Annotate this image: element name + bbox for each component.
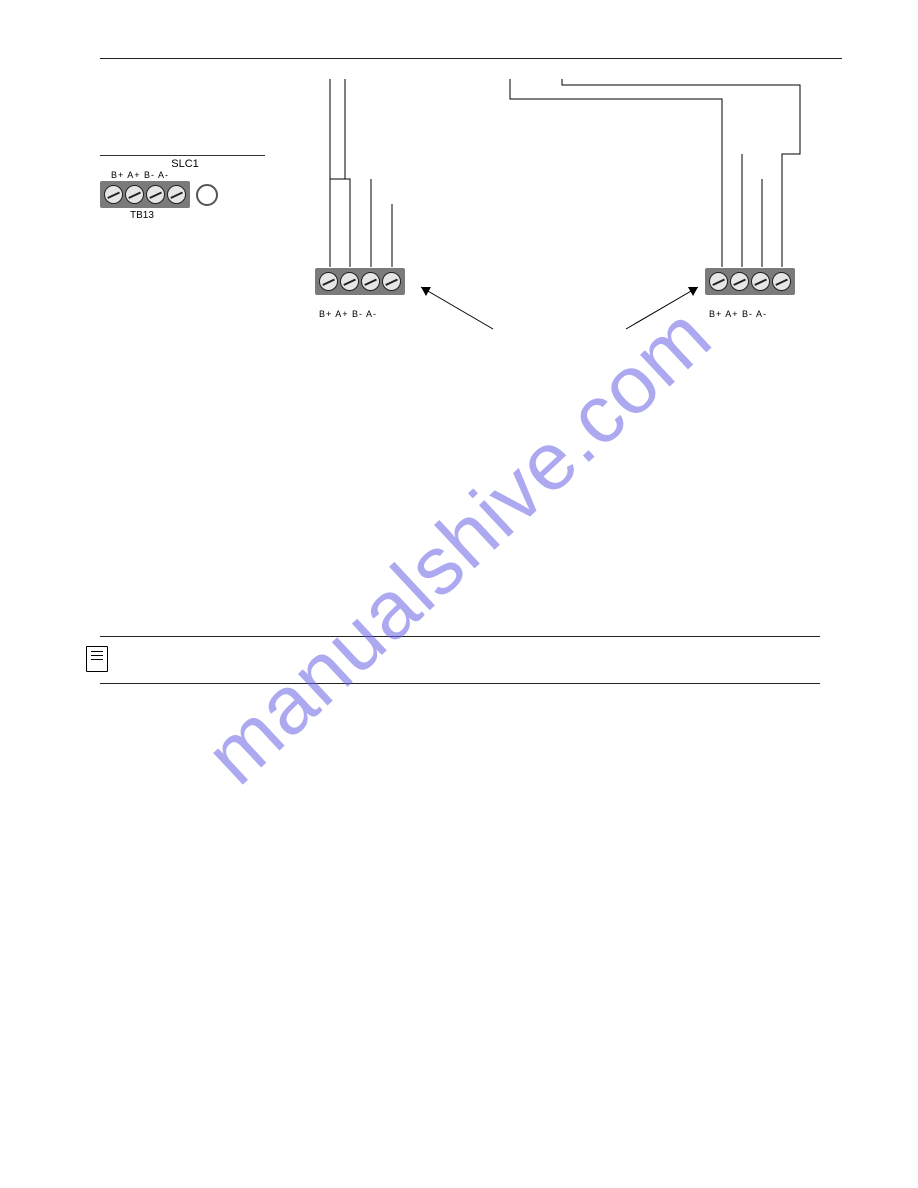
ring-icon (196, 184, 218, 206)
diagram-row: SLC1 B+ A+ B- A- TB13 (100, 79, 842, 359)
right-wires (490, 79, 820, 274)
screw-icon (104, 185, 123, 204)
middle-diagram: B+ A+ B- A- (315, 79, 485, 359)
note-block (100, 636, 820, 684)
note-rule-bottom (100, 683, 820, 684)
screw-icon (709, 272, 728, 291)
middle-pin-labels: B+ A+ B- A- (319, 309, 377, 319)
screw-icon (125, 185, 144, 204)
right-diagram: B+ A+ B- A- (490, 79, 820, 359)
note-icon (86, 646, 108, 672)
left-terminal-block (100, 181, 190, 208)
left-slc-diagram: SLC1 B+ A+ B- A- TB13 (100, 155, 270, 221)
right-arrow-icon (618, 277, 708, 347)
middle-terminal-block (315, 268, 405, 296)
right-pin-labels: B+ A+ B- A- (709, 309, 767, 319)
screw-icon (319, 272, 338, 291)
screw-icon (382, 272, 401, 291)
right-terminal-block (705, 268, 795, 296)
left-rule (100, 155, 265, 156)
left-terminal-row (100, 181, 270, 208)
slc1-label: SLC1 (100, 158, 270, 170)
note-rule-top (100, 636, 820, 637)
screw-icon (167, 185, 186, 204)
header-rule (100, 58, 842, 59)
middle-wires (315, 79, 485, 274)
screw-icon (361, 272, 380, 291)
tb13-label: TB13 (100, 210, 270, 221)
screw-icon (146, 185, 165, 204)
screw-icon (730, 272, 749, 291)
screw-icon (751, 272, 770, 291)
watermark-text: manualshive.com (188, 289, 730, 803)
screw-icon (340, 272, 359, 291)
page: SLC1 B+ A+ B- A- TB13 (0, 0, 918, 1188)
left-pin-labels: B+ A+ B- A- (100, 170, 270, 180)
screw-icon (772, 272, 791, 291)
